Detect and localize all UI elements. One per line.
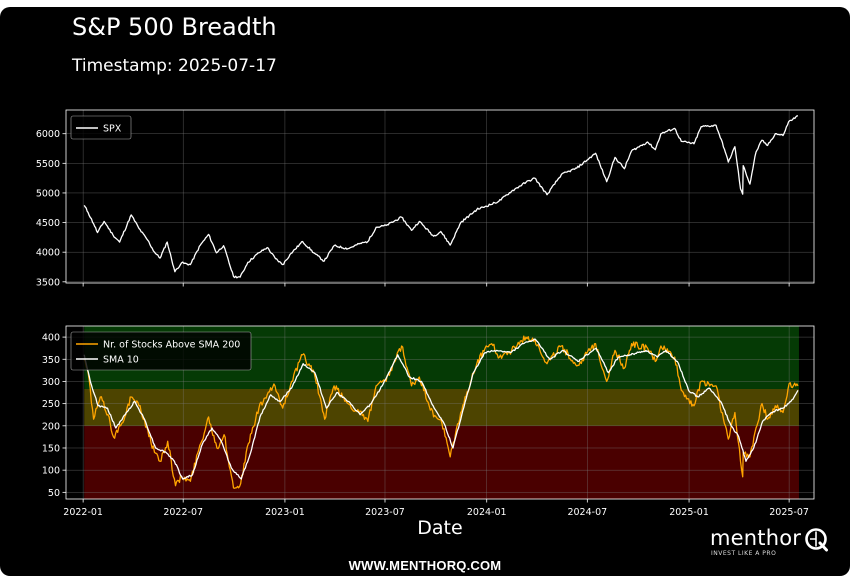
breadth-lines — [83, 335, 799, 489]
breadth-legend: Nr. of Stocks Above SMA 200 SMA 10 — [70, 331, 252, 371]
x-tick-label: 2022-01 — [63, 507, 103, 518]
legend-entry: SPX — [103, 124, 122, 135]
x-tick-label: 2023-07 — [365, 507, 405, 518]
website-url[interactable]: WWW.MENTHORQ.COM — [348, 558, 502, 573]
brand-name: menthor — [710, 526, 802, 550]
breadth-panel: 2022-01 2022-07 2023-01 2023-07 2024-01 2024-… — [42, 325, 815, 539]
y-tick-label: 50 — [48, 488, 60, 499]
spx-legend: SPX — [70, 115, 132, 140]
spx-panel: 3500 4000 4500 5000 5500 6000 SPX — [36, 109, 815, 288]
y-tick-label: 5000 — [36, 188, 60, 199]
y-tick-label: 200 — [42, 421, 60, 432]
series-line-1 — [83, 338, 799, 480]
x-tick-label: 2025-01 — [669, 507, 709, 518]
breadth-ticks: 2022-01 2022-07 2023-01 2023-07 2024-01 2024-… — [42, 333, 809, 518]
brand-logo: menthor INVEST LIKE A PRO — [710, 526, 828, 557]
timestamp-label: Timestamp: 2025-07-17 — [72, 56, 277, 76]
series-line-0 — [83, 335, 799, 489]
x-tick-label: 2025-07 — [769, 507, 809, 518]
y-tick-label: 3500 — [36, 277, 60, 288]
breadth-axes-frame — [65, 325, 815, 500]
x-tick-label: 2022-07 — [163, 507, 203, 518]
y-tick-label: 5500 — [36, 159, 60, 170]
y-tick-label: 100 — [42, 466, 60, 477]
spx-axes-frame — [65, 109, 815, 284]
chart-frame: S&P 500 Breadth Timestamp: 2025-07-17 35… — [0, 7, 850, 576]
legend-entry: Nr. of Stocks Above SMA 200 — [103, 340, 240, 351]
page-title: S&P 500 Breadth — [72, 13, 277, 41]
brand-tagline: INVEST LIKE A PRO — [711, 550, 777, 557]
brand-q-icon — [804, 527, 830, 557]
spx-grid — [66, 110, 814, 283]
y-tick-label: 4500 — [36, 218, 60, 229]
breadth-zones — [84, 326, 799, 499]
y-tick-label: 400 — [42, 333, 60, 344]
legend-entry: SMA 10 — [103, 355, 139, 366]
y-tick-label: 300 — [42, 377, 60, 388]
x-tick-label: 2024-01 — [467, 507, 507, 518]
y-tick-label: 250 — [42, 399, 60, 410]
y-tick-label: 350 — [42, 355, 60, 366]
y-tick-label: 150 — [42, 443, 60, 454]
legend-box — [70, 115, 132, 140]
x-tick-label: 2023-01 — [265, 507, 305, 518]
x-axis-label: Date — [417, 517, 462, 539]
legend-box — [70, 331, 252, 371]
x-tick-label: 2024-07 — [567, 507, 607, 518]
zone-0 — [84, 425, 799, 499]
spx-lines — [83, 115, 798, 279]
spx-ticks: 3500 4000 4500 5000 5500 6000 — [36, 129, 790, 288]
series-line-0 — [83, 115, 798, 279]
y-tick-label: 4000 — [36, 248, 60, 259]
y-tick-label: 6000 — [36, 129, 60, 140]
